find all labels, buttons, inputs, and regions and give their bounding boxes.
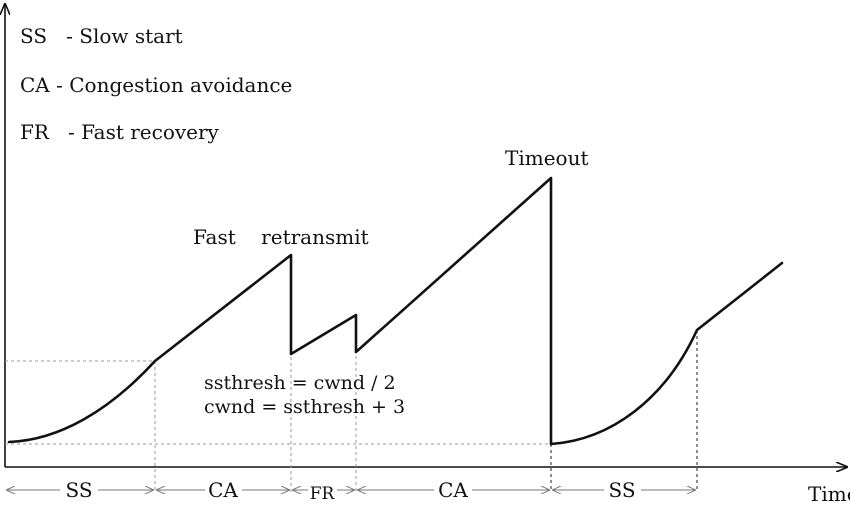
phase-label-ca-2: CA: [438, 478, 468, 502]
legend-fr: FR - Fast recovery: [20, 120, 220, 144]
x-axis-label: Time: [808, 482, 850, 505]
annotation-fast-retransmit: Fast retransmit: [193, 225, 369, 249]
legend-ss: SS - Slow start: [20, 24, 183, 48]
phase-label-ss-1: SS: [65, 478, 92, 502]
phase-label-fr: FR: [310, 484, 336, 504]
equation-ssthresh: ssthresh = cwnd / 2: [204, 372, 396, 394]
legend-ca: CA - Congestion avoidance: [20, 73, 292, 97]
phase-label-ca-1: CA: [208, 478, 238, 502]
equation-cwnd: cwnd = ssthresh + 3: [204, 396, 405, 418]
phase-label-ss-2: SS: [608, 478, 635, 502]
annotation-timeout: Timeout: [505, 146, 589, 170]
cwnd-curve: [7, 176, 784, 446]
